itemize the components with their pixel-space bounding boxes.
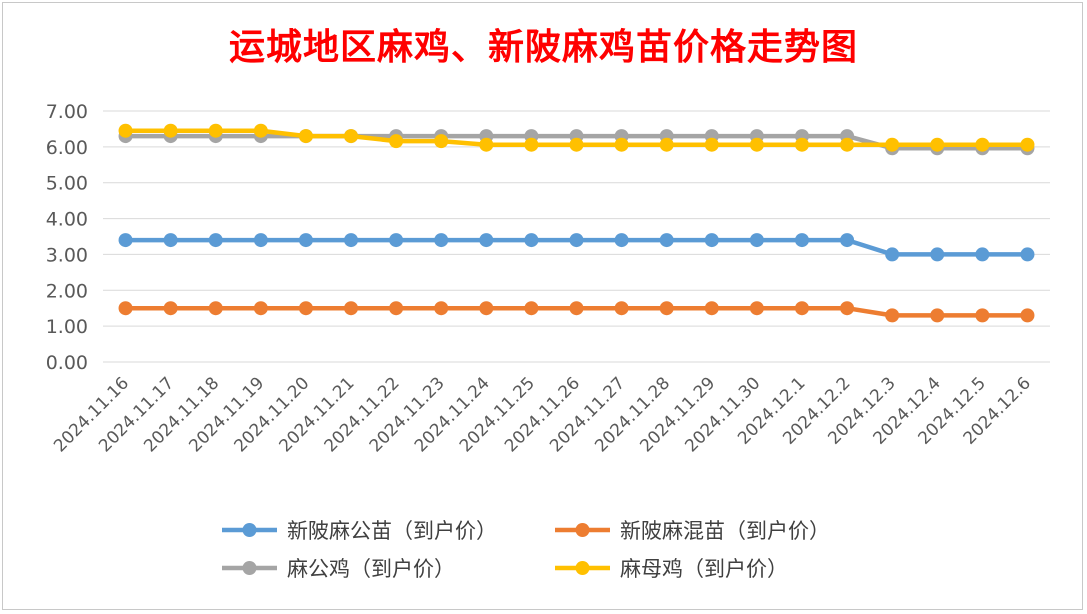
series-1 [118, 301, 1035, 323]
data-point [704, 137, 719, 152]
data-point [344, 301, 359, 316]
data-point [885, 308, 900, 323]
data-point [389, 301, 404, 316]
data-point [298, 301, 313, 316]
y-tick-label: 7.00 [46, 101, 88, 123]
data-point [479, 233, 494, 248]
data-point [659, 301, 674, 316]
data-point [118, 233, 133, 248]
data-point [118, 301, 133, 316]
chart-title: 运城地区麻鸡、新陂麻鸡苗价格走势图 [228, 26, 858, 68]
data-point [930, 247, 945, 262]
data-point [749, 233, 764, 248]
data-point [1020, 308, 1035, 323]
data-point [524, 137, 539, 152]
data-point [163, 233, 178, 248]
legend-swatch-marker [242, 523, 257, 537]
legend-item: 麻母鸡（到户价） [555, 557, 788, 581]
data-point [659, 137, 674, 152]
legend-swatch-marker [242, 561, 257, 575]
data-point [298, 233, 313, 248]
y-tick-label: 6.00 [46, 137, 88, 159]
y-axis-ticks: 0.00 1.00 2.00 3.00 4.00 5.00 6.00 7.00 [46, 101, 88, 374]
data-point [524, 233, 539, 248]
legend-swatch-marker [575, 523, 590, 537]
data-point [479, 137, 494, 152]
data-point [253, 123, 268, 138]
data-point [208, 301, 223, 316]
series-0 [118, 233, 1035, 262]
x-axis-ticks: 2024.11.162024.11.172024.11.182024.11.19… [50, 373, 1035, 456]
data-point [479, 301, 494, 316]
data-point [840, 301, 855, 316]
data-point [794, 233, 809, 248]
data-point [389, 134, 404, 149]
data-point [1020, 137, 1035, 152]
data-point [975, 308, 990, 323]
y-tick-label: 5.00 [46, 173, 88, 195]
y-tick-label: 2.00 [46, 280, 88, 302]
data-point [344, 129, 359, 144]
y-tick-label: 1.00 [46, 316, 88, 338]
legend-item: 麻公鸡（到户价） [222, 557, 455, 581]
data-point [885, 247, 900, 262]
data-point [614, 233, 629, 248]
data-point [253, 301, 268, 316]
data-point [434, 301, 449, 316]
data-point [1020, 247, 1035, 262]
legend-swatch-marker [575, 561, 590, 575]
data-point [298, 129, 313, 144]
legend-item: 新陂麻混苗（到户价） [555, 519, 830, 543]
data-point [208, 233, 223, 248]
legend: 新陂麻公苗（到户价） 新陂麻混苗（到户价） 麻公鸡（到户价） 麻母鸡（到户价） [222, 519, 830, 581]
data-point [794, 301, 809, 316]
data-point [434, 233, 449, 248]
data-point [794, 137, 809, 152]
data-point [840, 137, 855, 152]
data-point [344, 233, 359, 248]
data-point [163, 301, 178, 316]
y-tick-label: 0.00 [46, 352, 88, 374]
data-point [704, 301, 719, 316]
data-point [975, 137, 990, 152]
data-point [524, 301, 539, 316]
data-point [569, 137, 584, 152]
data-point [975, 247, 990, 262]
data-point [569, 233, 584, 248]
data-point [749, 301, 764, 316]
data-point [163, 123, 178, 138]
data-point [704, 233, 719, 248]
series-3 [118, 123, 1035, 152]
legend-label: 新陂麻混苗（到户价） [620, 519, 830, 543]
data-point [930, 137, 945, 152]
legend-item: 新陂麻公苗（到户价） [222, 519, 497, 543]
series-group [118, 123, 1035, 323]
legend-label: 新陂麻公苗（到户价） [287, 519, 497, 543]
y-tick-label: 4.00 [46, 209, 88, 231]
data-point [389, 233, 404, 248]
data-point [749, 137, 764, 152]
data-point [614, 137, 629, 152]
legend-label: 麻母鸡（到户价） [620, 557, 788, 581]
data-point [253, 233, 268, 248]
legend-label: 麻公鸡（到户价） [287, 557, 455, 581]
data-point [930, 308, 945, 323]
data-point [118, 123, 133, 138]
data-point [840, 233, 855, 248]
data-point [208, 123, 223, 138]
y-tick-label: 3.00 [46, 244, 88, 266]
data-point [885, 137, 900, 152]
data-point [569, 301, 584, 316]
data-point [614, 301, 629, 316]
data-point [434, 134, 449, 149]
data-point [659, 233, 674, 248]
